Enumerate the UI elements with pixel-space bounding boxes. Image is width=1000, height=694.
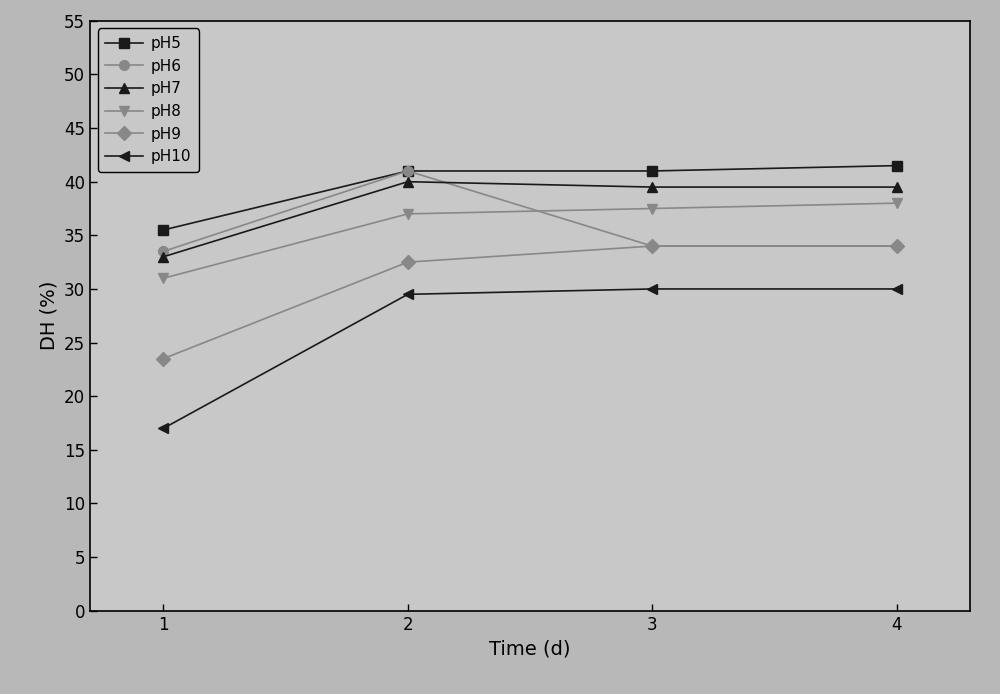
pH9: [646, 242, 658, 251]
pH7: [891, 183, 903, 192]
pH5: [891, 162, 903, 170]
pH5: [157, 226, 169, 234]
pH6: [402, 167, 414, 175]
pH7: [157, 253, 169, 261]
pH9: [402, 258, 414, 266]
pH10: [891, 285, 903, 293]
Line: pH9: pH9: [158, 242, 902, 364]
pH7: [402, 178, 414, 186]
pH8: [157, 274, 169, 282]
X-axis label: Time (d): Time (d): [489, 639, 571, 658]
pH9: [891, 242, 903, 251]
pH8: [646, 204, 658, 212]
pH8: [891, 199, 903, 208]
pH7: [646, 183, 658, 192]
pH10: [157, 424, 169, 432]
pH10: [402, 290, 414, 298]
pH9: [157, 355, 169, 363]
Y-axis label: DH (%): DH (%): [39, 281, 58, 350]
pH6: [157, 247, 169, 255]
Legend: pH5, pH6, pH7, pH8, pH9, pH10: pH5, pH6, pH7, pH8, pH9, pH10: [98, 28, 199, 172]
pH10: [646, 285, 658, 293]
pH8: [402, 210, 414, 218]
pH6: [646, 242, 658, 251]
Line: pH10: pH10: [158, 284, 902, 433]
pH5: [646, 167, 658, 175]
pH5: [402, 167, 414, 175]
Line: pH8: pH8: [158, 198, 902, 283]
Line: pH6: pH6: [158, 166, 902, 256]
Line: pH5: pH5: [158, 161, 902, 235]
Line: pH7: pH7: [158, 177, 902, 262]
pH6: [891, 242, 903, 251]
